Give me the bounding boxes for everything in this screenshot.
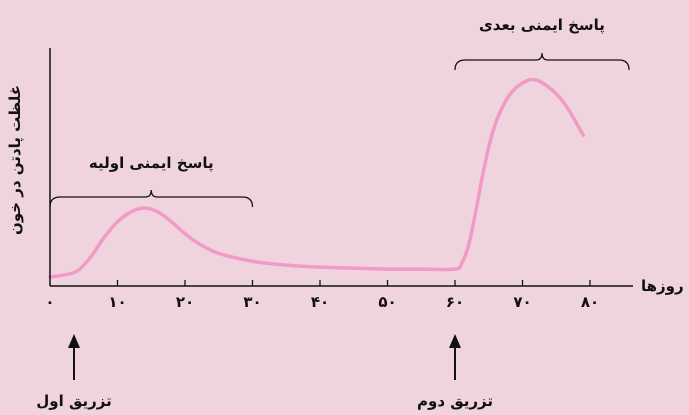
- second-injection-arrow: [449, 334, 461, 380]
- arrow-head: [449, 334, 461, 348]
- primary-response-bracket: [49, 189, 254, 208]
- secondary-response-bracket: [454, 52, 630, 71]
- x-axis-label: روزها: [641, 277, 684, 295]
- x-tick-label: ۵۰: [378, 293, 396, 311]
- arrow-head: [68, 334, 80, 348]
- x-tick-label: ۲۰: [176, 293, 194, 311]
- first-injection-label: تزریق اول: [36, 392, 111, 410]
- x-tick-label: ۴۰: [311, 293, 329, 311]
- response-curve: [48, 77, 585, 279]
- primary-response-label: پاسخ ایمنی اولیه: [89, 154, 214, 173]
- x-tick-label: ۰: [45, 293, 54, 311]
- first-injection-arrow: [68, 334, 80, 380]
- x-tick-label: ۸۰: [581, 293, 599, 311]
- x-tick-label: ۷۰: [513, 293, 531, 311]
- x-tick-label: ۱۰: [108, 293, 126, 311]
- x-tick-label: ۶۰: [446, 293, 464, 311]
- y-axis-label: غلظت پادتن در خون: [6, 85, 25, 235]
- second-injection-label: تزریق دوم: [417, 392, 493, 410]
- secondary-response-label: پاسخ ایمنی بعدی: [479, 16, 605, 35]
- x-tick-label: ۳۰: [243, 293, 261, 311]
